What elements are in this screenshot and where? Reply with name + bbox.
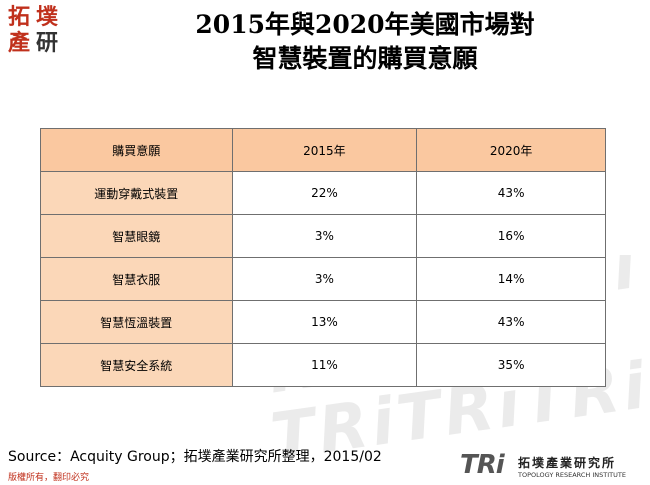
title-line-1: 2015年與2020年美國市場對	[195, 10, 535, 39]
header-cell: 2020年	[416, 128, 606, 172]
purchase-intent-table: 購買意願 2015年 2020年 運動穿戴式裝置 22% 43% 智慧眼鏡 3%…	[40, 128, 606, 387]
value-2020: 43%	[416, 171, 606, 215]
row-label: 智慧恆溫裝置	[40, 300, 233, 344]
logo-char-1: 拓	[8, 5, 31, 30]
table-row: 智慧安全系統 11% 35%	[40, 343, 606, 387]
slide-title: 2015年與2020年美國市場對 智慧裝置的購買意願	[100, 8, 630, 76]
footer-logo: TRi 拓墣產業研究所 TOPOLOGY RESEARCH INSTITUTE	[460, 450, 646, 484]
value-2020: 35%	[416, 343, 606, 387]
value-2015: 3%	[231, 214, 418, 258]
value-2020: 14%	[416, 257, 606, 301]
row-label: 智慧眼鏡	[40, 214, 233, 258]
footer-logo-name-cn: 拓墣產業研究所	[518, 456, 617, 470]
value-2015: 22%	[231, 171, 418, 215]
logo-char-3: 產	[8, 31, 31, 56]
footer-logo-name-en: TOPOLOGY RESEARCH INSTITUTE	[518, 471, 626, 479]
value-2015: 3%	[231, 257, 418, 301]
row-label: 運動穿戴式裝置	[40, 171, 233, 215]
header-cell: 2015年	[231, 128, 418, 172]
table-row: 智慧恆溫裝置 13% 43%	[40, 300, 606, 344]
value-2015: 11%	[231, 343, 418, 387]
table-header-row: 購買意願 2015年 2020年	[40, 128, 606, 172]
table-row: 運動穿戴式裝置 22% 43%	[40, 171, 606, 215]
logo: 拓 墣 產 研	[6, 4, 70, 64]
header-cell: 購買意願	[40, 128, 233, 172]
logo-char-4: 研	[36, 31, 59, 56]
table-row: 智慧衣服 3% 14%	[40, 257, 606, 301]
copyright-note: 版權所有，翻印必究	[8, 473, 90, 483]
tri-logo-mark: TRi	[460, 450, 505, 480]
value-2020: 16%	[416, 214, 606, 258]
source-note: Source：Acquity Group；拓墣產業研究所整理，2015/02	[8, 449, 382, 465]
table-row: 智慧眼鏡 3% 16%	[40, 214, 606, 258]
row-label: 智慧安全系統	[40, 343, 233, 387]
value-2020: 43%	[416, 300, 606, 344]
title-line-2: 智慧裝置的購買意願	[252, 44, 478, 73]
row-label: 智慧衣服	[40, 257, 233, 301]
logo-char-2: 墣	[36, 5, 59, 30]
value-2015: 13%	[231, 300, 418, 344]
